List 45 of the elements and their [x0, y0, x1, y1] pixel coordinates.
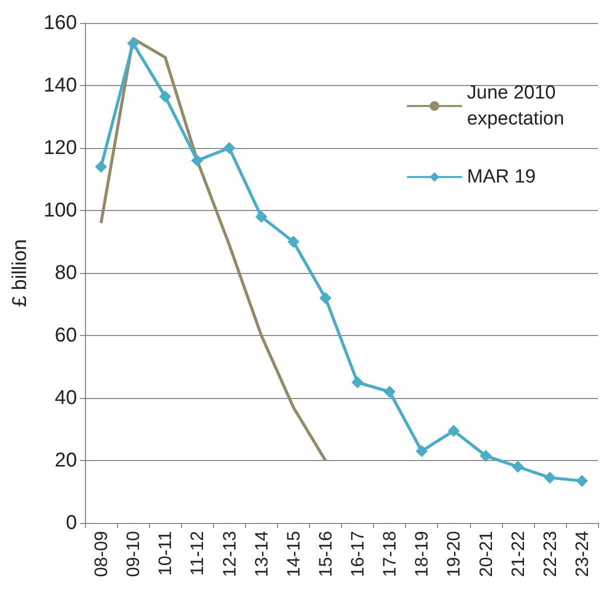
y-tick-label: 160	[44, 12, 77, 34]
x-tick-label: 23-24	[572, 531, 592, 578]
x-tick-label: 10-11	[155, 531, 176, 576]
y-tick-label: 120	[44, 137, 77, 159]
point	[223, 142, 236, 154]
y-tick-label: 0	[66, 512, 77, 534]
point	[287, 236, 300, 248]
point	[512, 460, 524, 473]
y-tick-label: 20	[54, 450, 77, 472]
x-tick-label: 21-22	[508, 531, 528, 578]
y-tick-label: 140	[44, 74, 77, 96]
point	[352, 376, 364, 388]
x-tick-label: 11-12	[187, 531, 208, 576]
y-tick-label: 80	[54, 262, 77, 284]
point	[191, 154, 204, 166]
point	[448, 424, 460, 437]
legend-label: June 2010 expectation	[467, 82, 564, 130]
point	[95, 160, 108, 173]
x-tick-label: 13-14	[251, 531, 272, 578]
y-axis-title: £ billion	[9, 239, 31, 307]
line-series	[100, 37, 327, 462]
x-tick-label: 22-23	[540, 531, 560, 578]
legend-label: MAR 19	[467, 166, 536, 188]
y-tick-label: 40	[54, 387, 77, 409]
x-tick-label: 19-20	[444, 531, 464, 578]
point	[480, 450, 492, 462]
point	[159, 90, 172, 102]
x-tick-label: 20-21	[476, 531, 496, 578]
x-tick-label: 15-16	[315, 531, 336, 578]
x-tick-label: 12-13	[219, 531, 240, 578]
point	[319, 292, 332, 304]
x-tick-label: 17-18	[380, 531, 400, 578]
x-tick-label: 14-15	[283, 531, 304, 578]
y-tick-label: 100	[44, 200, 77, 222]
point	[255, 210, 268, 223]
x-tick-label: 08-09	[91, 531, 112, 578]
point	[576, 474, 588, 487]
point	[544, 472, 556, 484]
y-tick-label: 60	[54, 324, 77, 346]
point	[416, 445, 428, 458]
x-tick-label: 09-10	[123, 531, 144, 578]
x-tick-label: 18-19	[412, 531, 432, 578]
point	[384, 386, 396, 398]
point	[127, 37, 140, 50]
x-tick-label: 16-17	[348, 531, 368, 578]
